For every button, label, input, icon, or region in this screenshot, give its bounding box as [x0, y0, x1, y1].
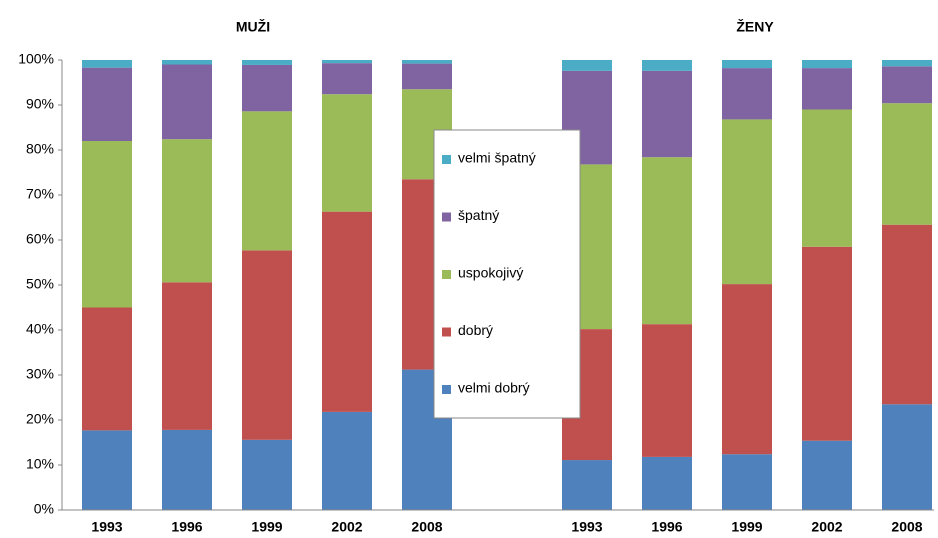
bar-segment [242, 439, 292, 510]
bar-segment [322, 211, 372, 412]
bar-segment [722, 68, 772, 120]
bar-segment [162, 429, 212, 510]
bar-segment [162, 60, 212, 65]
group-title: ŽENY [736, 18, 774, 35]
x-tick-label: 2002 [331, 519, 362, 535]
bar-segment [802, 68, 852, 110]
bar-segment [802, 246, 852, 441]
y-tick-label: 50% [26, 276, 54, 292]
legend-swatch [442, 155, 451, 164]
bar-segment [162, 139, 212, 283]
bar-segment [242, 111, 292, 251]
y-tick-label: 90% [26, 96, 54, 112]
bar-segment [722, 454, 772, 510]
bar-segment [642, 324, 692, 457]
x-tick-label: 1993 [91, 519, 122, 535]
bar-segment [722, 60, 772, 69]
bar-segment [802, 109, 852, 247]
x-tick-label: 2008 [411, 519, 442, 535]
y-tick-label: 20% [26, 411, 54, 427]
bar-segment [322, 94, 372, 212]
bar-segment [322, 411, 372, 510]
bar-segment [322, 60, 372, 64]
legend-swatch [442, 270, 451, 279]
bar-segment [162, 64, 212, 140]
legend-label: špatný [458, 207, 499, 223]
y-tick-label: 80% [26, 141, 54, 157]
legend-swatch [442, 385, 451, 394]
bar-segment [322, 63, 372, 95]
legend-swatch [442, 327, 451, 337]
y-tick-label: 100% [18, 51, 54, 67]
legend-swatch [442, 212, 451, 222]
bar-segment [642, 60, 692, 71]
bar-segment [802, 60, 852, 69]
bar-segment [722, 284, 772, 455]
bar-segment [242, 64, 292, 112]
legend-label: velmi dobrý [458, 380, 530, 396]
bar-segment [882, 103, 932, 225]
bar-segment [642, 456, 692, 510]
y-tick-label: 0% [34, 501, 54, 517]
bar-segment [242, 60, 292, 65]
bar-segment [82, 67, 132, 141]
bar-segment [82, 307, 132, 431]
x-tick-label: 1996 [651, 519, 682, 535]
bar-segment [242, 250, 292, 440]
bar-segment [562, 60, 612, 71]
bar-segment [642, 70, 692, 158]
y-tick-label: 60% [26, 231, 54, 247]
bar-segment [642, 157, 692, 325]
x-tick-label: 1999 [251, 519, 282, 535]
bar-segment [722, 119, 772, 285]
y-tick-label: 70% [26, 186, 54, 202]
bar-segment [402, 63, 452, 90]
legend-label: dobrý [458, 322, 493, 338]
bar-segment [882, 224, 932, 405]
bar-segment [882, 404, 932, 510]
x-tick-label: 2008 [891, 519, 922, 535]
x-tick-label: 1993 [571, 519, 602, 535]
legend-box [433, 129, 581, 419]
legend-label: uspokojivý [458, 265, 523, 281]
bar-segment [82, 141, 132, 308]
bar-segment [882, 60, 932, 67]
bar-segment [802, 440, 852, 510]
bar-segment [402, 60, 452, 64]
y-tick-label: 30% [26, 366, 54, 382]
legend-label: velmi špatný [458, 150, 536, 166]
bar-segment [882, 66, 932, 104]
bar-segment [562, 460, 612, 510]
bar-segment [162, 282, 212, 430]
x-tick-label: 1999 [731, 519, 762, 535]
y-tick-label: 40% [26, 321, 54, 337]
bar-segment [82, 60, 132, 68]
y-tick-label: 10% [26, 456, 54, 472]
x-tick-label: 1996 [171, 519, 202, 535]
group-title: MUŽI [236, 18, 270, 35]
x-tick-label: 2002 [811, 519, 842, 535]
bar-segment [82, 430, 132, 510]
